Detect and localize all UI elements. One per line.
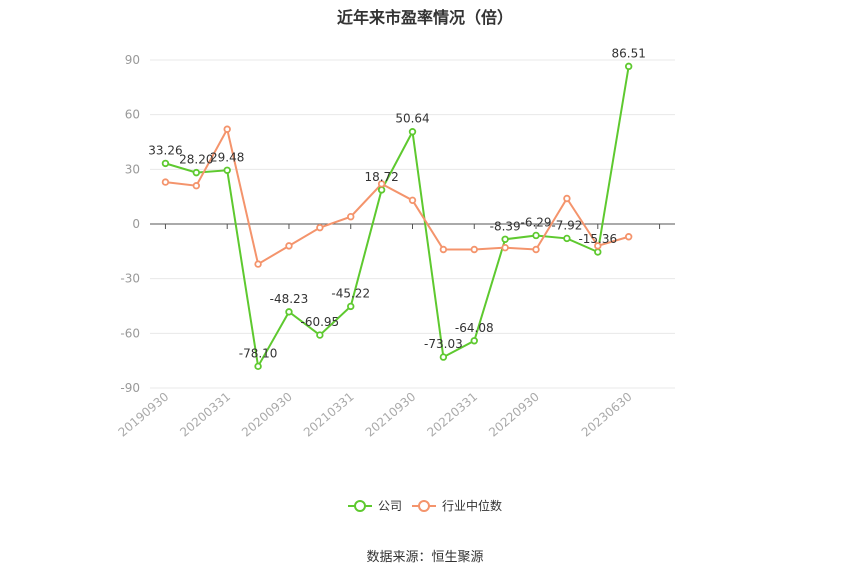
data-point-industry	[254, 260, 262, 268]
data-point-company	[254, 362, 262, 371]
data-label: -78.10	[239, 346, 278, 360]
data-point-company	[501, 235, 509, 243]
y-tick-label: -60	[120, 326, 140, 340]
data-point-industry	[408, 196, 417, 205]
x-tick-label: 20210331	[301, 390, 357, 440]
data-point-industry	[347, 213, 355, 221]
data-point-company	[439, 353, 448, 361]
data-point-industry	[501, 243, 509, 252]
x-tick-label: 20210930	[363, 390, 419, 440]
y-tick-label: 90	[125, 53, 140, 67]
x-tick-label: 20190930	[116, 390, 172, 440]
data-point-company	[161, 159, 170, 168]
data-point-industry	[377, 180, 386, 188]
legend-item-company[interactable]: 公司	[348, 499, 402, 513]
data-point-industry	[316, 223, 324, 232]
data-label: -60.95	[301, 315, 340, 329]
data-point-company	[192, 168, 201, 177]
x-tick-label: 20220331	[424, 390, 480, 440]
data-point-industry	[532, 245, 540, 254]
series-line-company	[165, 66, 630, 370]
y-tick-label: 0	[132, 217, 140, 231]
data-point-company	[316, 331, 324, 339]
data-point-company	[223, 166, 231, 174]
data-point-company	[285, 308, 293, 316]
y-tick-label: 60	[125, 108, 140, 122]
data-label: 50.64	[395, 112, 429, 126]
y-tick-label: -90	[120, 381, 140, 395]
data-point-industry	[161, 178, 170, 186]
data-label: 86.51	[611, 46, 645, 60]
data-label: -8.39	[490, 219, 521, 233]
data-point-company	[377, 186, 386, 194]
legend-label-industry: 行业中位数	[442, 498, 502, 513]
data-label: -73.03	[424, 337, 463, 351]
data-point-industry	[563, 194, 571, 203]
data-label: -48.23	[270, 292, 309, 306]
data-point-company	[347, 302, 355, 311]
x-axis	[150, 223, 675, 229]
series-line-industry	[165, 126, 629, 266]
data-label: -6.29	[520, 215, 551, 229]
data-point-industry	[223, 125, 231, 133]
data-point-industry	[439, 245, 448, 254]
gridlines	[150, 59, 675, 389]
data-point-company	[408, 128, 417, 136]
data-point-industry	[594, 242, 602, 250]
data-point-industry	[285, 242, 293, 250]
x-tick-label: 20220930	[486, 390, 542, 440]
data-label: -7.92	[551, 218, 582, 232]
y-tick-label: 30	[125, 162, 140, 176]
data-point-company	[470, 337, 478, 345]
legend-label-company: 公司	[378, 499, 402, 513]
data-label: 33.26	[148, 143, 182, 157]
data-label: -45.22	[331, 286, 370, 300]
data-point-company	[532, 231, 540, 240]
data-label: 29.48	[210, 150, 244, 164]
data-label: -64.08	[455, 321, 494, 335]
chart-title: 近年来市盈率情况（倍）	[336, 8, 513, 27]
x-tick-label: 20200331	[177, 390, 233, 440]
series-points	[161, 62, 633, 371]
y-axis-ticks: -90 -60 -30 0 30 60 90	[120, 53, 140, 395]
data-point-industry	[192, 182, 201, 190]
data-point-company	[563, 234, 571, 243]
data-label: -15.36	[578, 232, 617, 246]
data-source-note: 数据来源：恒生聚源	[366, 550, 484, 565]
data-point-industry	[470, 245, 478, 254]
x-tick-label: 20230630	[579, 390, 635, 440]
y-tick-label: -30	[120, 272, 140, 286]
legend: 公司 行业中位数	[348, 498, 502, 513]
data-point-company	[624, 62, 633, 71]
data-label: 18.72	[364, 170, 398, 184]
data-label: 28.20	[179, 153, 213, 167]
x-tick-label: 20200930	[239, 390, 295, 440]
x-axis-ticks: 20190930 20200331 20200930 20210331 20210930…	[116, 390, 635, 440]
data-point-industry	[624, 233, 633, 241]
legend-item-industry[interactable]: 行业中位数	[412, 498, 502, 513]
series-lines	[165, 66, 630, 370]
data-point-company	[594, 248, 602, 256]
